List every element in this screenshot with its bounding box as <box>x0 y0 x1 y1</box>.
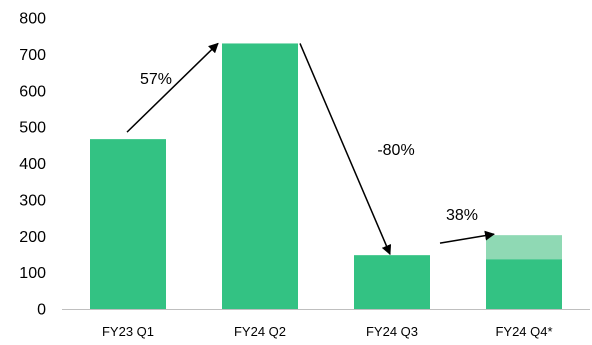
x-axis-labels: FY23 Q1 FY24 Q2 FY24 Q3 FY24 Q4* <box>102 324 553 339</box>
y-tick-label: 700 <box>19 47 46 64</box>
y-tick-label: 800 <box>19 11 46 28</box>
growth-arrow <box>439 230 495 244</box>
growth-label: -80% <box>377 142 414 159</box>
y-tick-label: 0 <box>37 302 46 319</box>
y-tick-label: 600 <box>19 83 46 100</box>
growth-annotations: 57% -80% 38% <box>126 42 495 256</box>
growth-arrow <box>299 43 392 256</box>
y-tick-label: 300 <box>19 192 46 209</box>
growth-label: 38% <box>446 207 478 224</box>
y-axis-ticks: 0 100 200 300 400 500 600 700 800 <box>19 11 46 319</box>
bar <box>354 255 430 309</box>
growth-arrow <box>126 42 219 133</box>
growth-label: 57% <box>140 71 172 88</box>
bar <box>486 259 562 309</box>
y-tick-label: 500 <box>19 120 46 137</box>
bar-projected-segment <box>486 235 562 260</box>
bars <box>90 43 562 310</box>
x-category-label: FY24 Q4* <box>495 324 552 339</box>
x-category-label: FY24 Q3 <box>366 324 418 339</box>
y-tick-label: 100 <box>19 265 46 282</box>
y-tick-label: 200 <box>19 229 46 246</box>
x-category-label: FY23 Q1 <box>102 324 154 339</box>
x-category-label: FY24 Q2 <box>234 324 286 339</box>
bar <box>222 43 298 310</box>
y-tick-label: 400 <box>19 156 46 173</box>
bar <box>90 139 166 309</box>
